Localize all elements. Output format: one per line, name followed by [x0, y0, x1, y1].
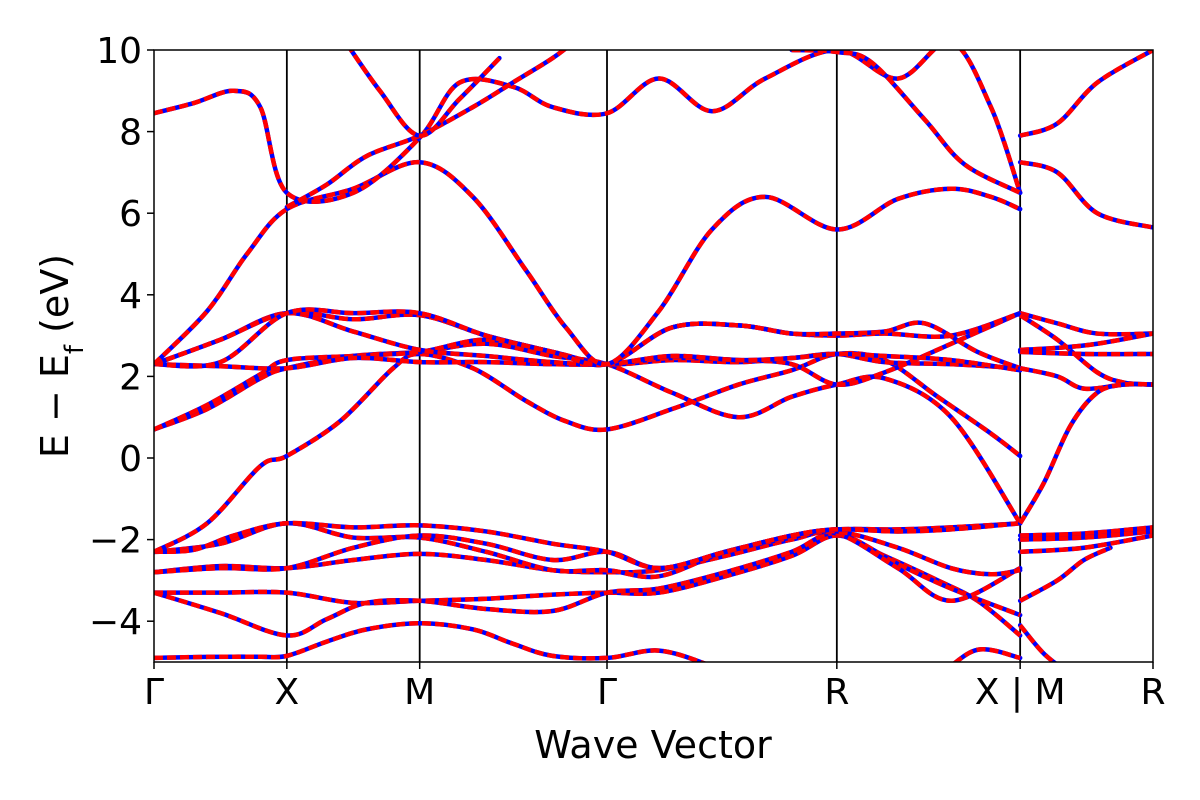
band-line-dashed	[1019, 50, 1153, 138]
y-tick-label: 4	[119, 276, 142, 317]
y-tick-label: 10	[96, 31, 142, 72]
x-tick-label: R	[824, 672, 849, 713]
y-tick-label: 8	[119, 113, 142, 154]
band-line-dashed	[1020, 533, 1153, 555]
x-tick-label: Γ	[597, 672, 617, 713]
x-tick-label: M	[404, 672, 435, 713]
x-tick-label: R	[1140, 672, 1165, 713]
y-axis-label-main: E − E	[33, 354, 77, 458]
band-line-dashed	[1018, 623, 1058, 662]
x-axis-label: Wave Vector	[534, 723, 772, 767]
plot-frame	[153, 49, 1154, 663]
band-line-dashed	[154, 50, 1023, 204]
y-tick-label: 0	[119, 439, 142, 480]
band-line-dashed	[154, 159, 1022, 367]
band-line-dashed	[154, 520, 1021, 571]
y-tick-label: 6	[119, 194, 142, 235]
y-tick-label: 2	[119, 357, 142, 398]
band-line-dashed	[154, 533, 1022, 638]
y-tick-label: −4	[89, 602, 142, 643]
x-axis-ticks: Γ X M Γ R X | M R	[144, 662, 1166, 713]
band-line-dashed	[1020, 349, 1153, 357]
band-line-dashed	[1019, 545, 1112, 603]
x-tick-label: X	[275, 672, 300, 713]
band-line-dashed	[285, 50, 568, 210]
band-line-dashed	[348, 50, 502, 138]
band-line-dashed	[154, 620, 1021, 662]
band-line-dashed	[791, 50, 1022, 195]
bands-group	[154, 50, 1153, 662]
band-line-dashed	[1019, 310, 1153, 337]
y-axis-label-unit: (eV)	[33, 254, 77, 345]
band-line-dashed	[1020, 331, 1153, 353]
band-line-dashed	[1019, 159, 1153, 230]
y-tick-label: −2	[89, 521, 142, 562]
x-tick-label: Γ	[144, 672, 164, 713]
y-axis-ticks: −4 −2 0 2 4 6 8 10	[89, 31, 154, 643]
band-line-dashed	[1020, 529, 1153, 542]
band-line-dashed	[1020, 525, 1153, 538]
band-line-dashed	[154, 311, 1022, 387]
band-line-dashed	[1018, 381, 1153, 525]
x-tick-label: X | M	[975, 672, 1066, 713]
y-axis-label-sub: f	[60, 344, 90, 354]
y-axis-label: E − Ef (eV)	[33, 254, 90, 458]
band-line-dashed	[154, 521, 1021, 580]
